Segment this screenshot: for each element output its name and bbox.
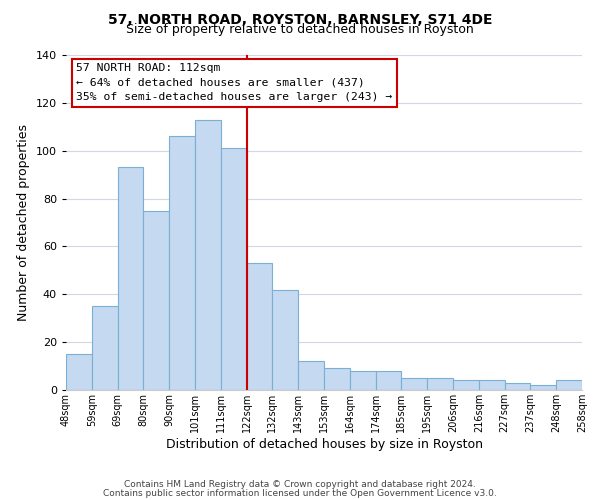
Bar — [376, 371, 401, 390]
Text: Contains HM Land Registry data © Crown copyright and database right 2024.: Contains HM Land Registry data © Crown c… — [124, 480, 476, 489]
Bar — [298, 362, 324, 390]
Bar — [272, 290, 298, 390]
Bar — [143, 210, 169, 390]
Bar — [221, 148, 247, 390]
Text: Contains public sector information licensed under the Open Government Licence v3: Contains public sector information licen… — [103, 489, 497, 498]
Bar — [479, 380, 505, 390]
Title: 57, NORTH ROAD, ROYSTON, BARNSLEY, S71 4DE
Size of property relative to detached: 57, NORTH ROAD, ROYSTON, BARNSLEY, S71 4… — [0, 499, 1, 500]
Text: Size of property relative to detached houses in Royston: Size of property relative to detached ho… — [126, 24, 474, 36]
Bar — [324, 368, 350, 390]
Bar — [556, 380, 582, 390]
Bar — [195, 120, 221, 390]
Bar — [350, 371, 376, 390]
Bar — [66, 354, 92, 390]
Text: 57, NORTH ROAD, ROYSTON, BARNSLEY, S71 4DE: 57, NORTH ROAD, ROYSTON, BARNSLEY, S71 4… — [108, 12, 492, 26]
Bar — [247, 263, 272, 390]
Bar — [453, 380, 479, 390]
Bar — [118, 168, 143, 390]
Text: 57 NORTH ROAD: 112sqm
← 64% of detached houses are smaller (437)
35% of semi-det: 57 NORTH ROAD: 112sqm ← 64% of detached … — [76, 64, 392, 102]
Y-axis label: Number of detached properties: Number of detached properties — [17, 124, 30, 321]
Bar — [530, 385, 556, 390]
Bar — [169, 136, 195, 390]
Bar — [505, 383, 530, 390]
Bar — [92, 306, 118, 390]
Bar — [427, 378, 453, 390]
Bar — [401, 378, 427, 390]
X-axis label: Distribution of detached houses by size in Royston: Distribution of detached houses by size … — [166, 438, 482, 451]
